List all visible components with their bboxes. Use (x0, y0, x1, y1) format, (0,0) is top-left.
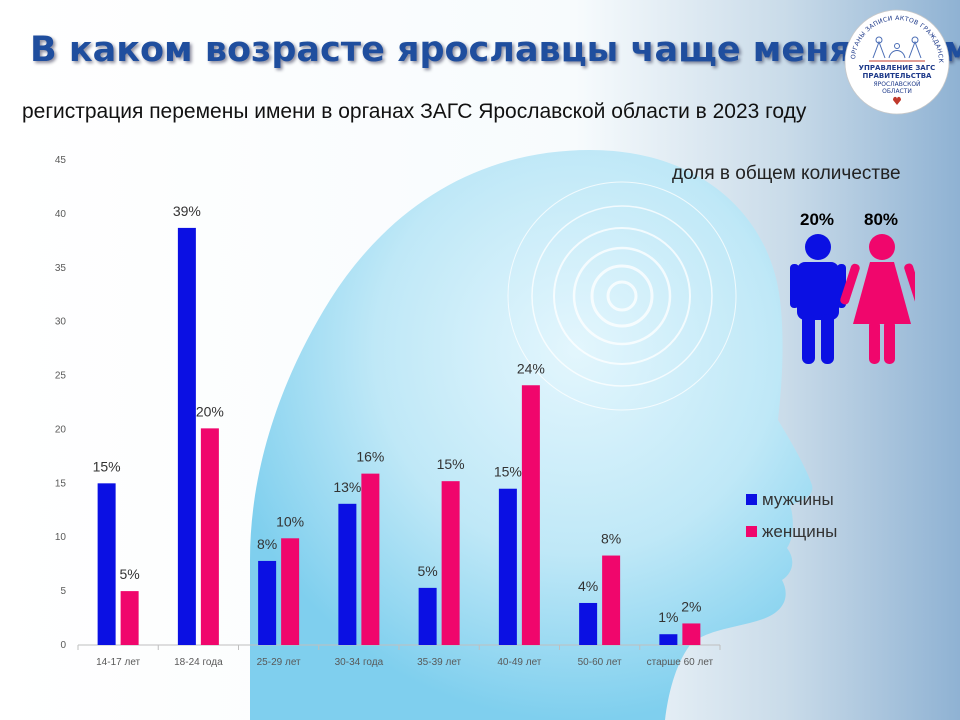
bar-female (200, 428, 219, 645)
bar-male (258, 560, 277, 645)
bar-female (441, 481, 460, 645)
bar-female (521, 385, 540, 645)
y-tick-label: 40 (55, 209, 67, 220)
y-tick-label: 10 (55, 532, 67, 543)
male-share-value: 20% (800, 210, 835, 229)
data-label: 5% (418, 563, 438, 579)
svg-text:ЯРОСЛАВСКОЙ: ЯРОСЛАВСКОЙ (873, 81, 920, 88)
page-title: В каком возрасте ярославцы чаще меняют и… (30, 30, 960, 70)
bar-female (120, 591, 139, 645)
y-tick-label: 25 (55, 371, 67, 382)
bar-female (682, 623, 701, 645)
female-share-value: 80% (864, 210, 899, 229)
data-label: 1% (658, 609, 678, 625)
x-tick-label: 30-34 года (335, 657, 384, 668)
data-label: 2% (681, 598, 701, 614)
legend-swatch-male (746, 494, 757, 505)
svg-text:ОБЛАСТИ: ОБЛАСТИ (882, 88, 912, 95)
data-label: 15% (93, 458, 121, 474)
female-person-icon (840, 234, 915, 364)
data-label: 8% (601, 531, 621, 547)
bar-male (659, 634, 678, 645)
page-subtitle: регистрация перемены имени в органах ЗАГ… (22, 100, 807, 123)
y-tick-label: 5 (60, 586, 66, 597)
y-tick-label: 20 (55, 424, 67, 435)
x-tick-label: 40-49 лет (497, 657, 541, 668)
legend-item-female: женщины (746, 522, 837, 542)
x-tick-label: старше 60 лет (647, 657, 714, 668)
data-label: 10% (276, 513, 304, 529)
gender-figures (790, 234, 915, 364)
legend-label-female: женщины (762, 522, 838, 541)
bar-male (97, 483, 116, 645)
data-label: 39% (173, 203, 201, 219)
bar-male (338, 503, 357, 645)
radiating-circles (507, 181, 737, 411)
y-tick-label: 45 (55, 155, 67, 166)
data-label: 15% (494, 464, 522, 480)
legend-item-male: мужчины (746, 490, 834, 510)
bar-male (418, 587, 437, 645)
legend-label-male: мужчины (762, 490, 834, 509)
y-tick-label: 15 (55, 478, 67, 489)
bar-male (579, 602, 598, 645)
data-label: 4% (578, 578, 598, 594)
x-tick-label: 50-60 лет (578, 657, 622, 668)
data-label: 15% (437, 456, 465, 472)
y-tick-label: 35 (55, 263, 67, 274)
data-label: 8% (257, 536, 277, 552)
legend-swatch-female (746, 526, 757, 537)
share-title: доля в общем количестве (672, 163, 901, 184)
bar-female (361, 473, 380, 645)
x-tick-label: 35-39 лет (417, 657, 461, 668)
bar-female (281, 538, 300, 645)
data-label: 5% (120, 566, 140, 582)
x-tick-label: 25-29 лет (257, 657, 301, 668)
svg-text:ПРАВИТЕЛЬСТВА: ПРАВИТЕЛЬСТВА (863, 72, 933, 80)
zags-seal-logo: ОРГАНЫ ЗАПИСИ АКТОВ ГРАЖДАНСКОГО СОСТОЯН… (843, 8, 950, 115)
bar-female (602, 555, 621, 645)
data-label: 16% (356, 449, 384, 465)
bar-male (498, 488, 517, 645)
bar-male (177, 227, 196, 645)
male-person-icon (790, 234, 846, 364)
x-tick-label: 14-17 лет (96, 657, 140, 668)
data-label: 24% (517, 360, 545, 376)
svg-text:УПРАВЛЕНИЕ ЗАГС: УПРАВЛЕНИЕ ЗАГС (859, 64, 936, 72)
y-tick-label: 0 (60, 640, 66, 651)
y-tick-label: 30 (55, 317, 67, 328)
data-label: 20% (196, 403, 224, 419)
data-label: 13% (333, 479, 361, 495)
x-tick-label: 18-24 года (174, 657, 223, 668)
